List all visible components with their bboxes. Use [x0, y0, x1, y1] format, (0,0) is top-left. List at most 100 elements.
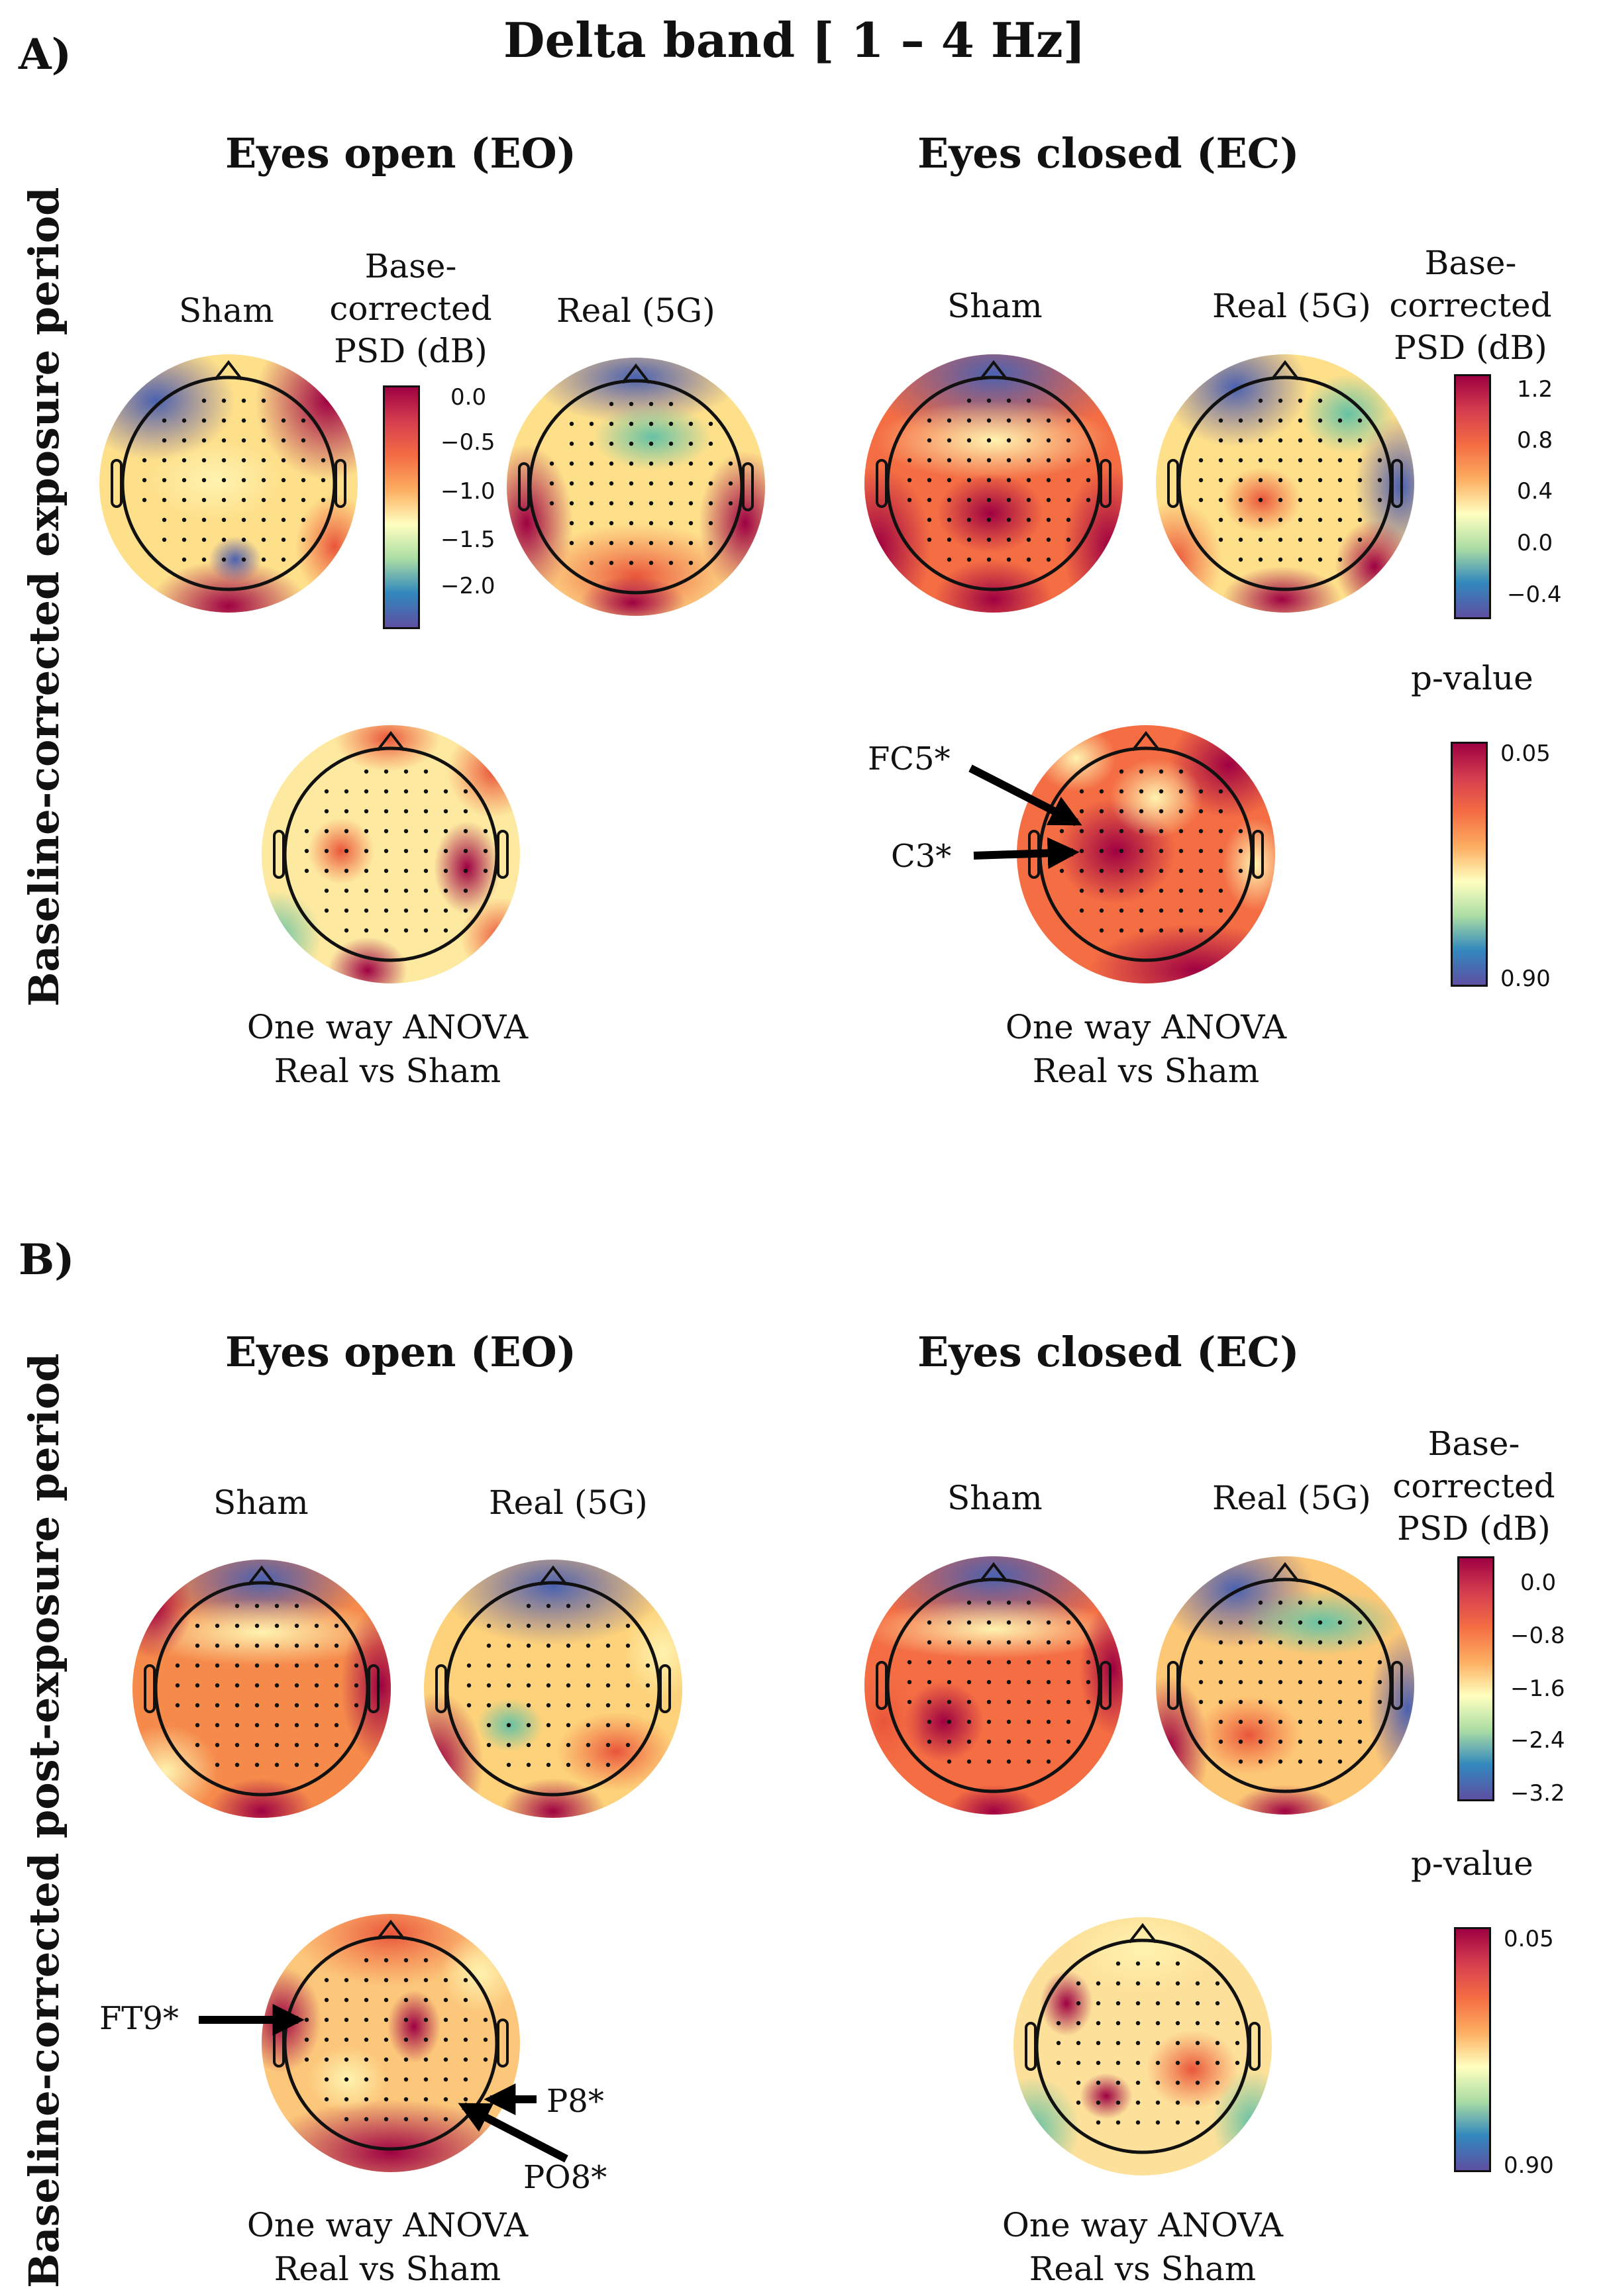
electrode-dot [384, 2117, 389, 2122]
electrode-dot [1195, 2021, 1200, 2026]
electrode-dot [1178, 848, 1184, 854]
electrode-dot [281, 557, 286, 562]
electrode-dot [423, 2097, 429, 2102]
electrode-dot [1278, 1759, 1283, 1764]
electrode-dot [364, 2017, 369, 2022]
electrode-dot [364, 1958, 369, 1963]
electrode-dot [1115, 2021, 1121, 2026]
electrode-dot [314, 1742, 319, 1748]
electrode-dot [403, 2017, 409, 2022]
electrode-dot [927, 477, 932, 483]
electrode-dot [1086, 458, 1091, 463]
electrode-dot [344, 2117, 349, 2122]
electrode-dot [609, 401, 614, 407]
electrode-dot [423, 848, 429, 854]
electrode-dot [1099, 868, 1104, 873]
electrode-dot [907, 1699, 912, 1705]
electrode-dot [1155, 1961, 1161, 1966]
electrode-dot [966, 1739, 972, 1744]
electrode-dot [294, 1663, 299, 1668]
electrode-dot [241, 557, 246, 562]
tick: 0.0 [1520, 1570, 1557, 1596]
electrode-dot [1318, 1600, 1323, 1605]
electrode-dot [364, 928, 369, 933]
electrode-dot [181, 438, 187, 443]
panel-b-eo-real-label: Real (5G) [489, 1483, 648, 1522]
electrode-dot [1198, 1660, 1204, 1665]
electrode-dot [403, 888, 409, 893]
electrode-dot [1337, 1759, 1343, 1764]
electrode-dot [483, 868, 488, 873]
electrode-dot [261, 497, 266, 503]
electrode-dot [1298, 1759, 1303, 1764]
electrode-dot [688, 540, 694, 546]
electrode-dot [1298, 1679, 1303, 1685]
electrode-dot [947, 1739, 952, 1744]
electrode-dot [274, 1603, 280, 1609]
electrode-dot [1238, 1759, 1243, 1764]
electrode-dot [1357, 477, 1363, 483]
electrode-dot [1258, 1620, 1263, 1625]
electrode-dot [526, 1683, 531, 1688]
topomap-b-eo-real [424, 1560, 682, 1818]
electrode-dot [423, 769, 429, 774]
electrode-dot [241, 458, 246, 463]
electrode-dot [403, 908, 409, 913]
electrode-dot [629, 540, 634, 546]
electrode-dot [483, 2017, 488, 2022]
electrode-dot [1159, 769, 1164, 774]
tick: −1.6 [1510, 1675, 1565, 1702]
electrode-dot [549, 461, 554, 466]
electrode-dot [274, 1623, 280, 1628]
electrode-dot [234, 1722, 240, 1728]
electrode-dot [221, 398, 227, 403]
electrode-dot [1046, 1620, 1051, 1625]
electrode-dot [1139, 848, 1144, 854]
caption-line-1: One way ANOVA [1005, 1008, 1287, 1046]
electrode-dot [546, 1663, 551, 1668]
electrode-dot [1115, 1981, 1121, 1986]
electrode-dot [466, 1703, 472, 1708]
electrode-dot [966, 1640, 972, 1645]
electrode-dot [403, 769, 409, 774]
electrode-dot [1115, 2060, 1121, 2066]
electrode-dot [1278, 398, 1283, 403]
electrode-dot [1026, 458, 1031, 463]
electrode-dot [443, 2117, 448, 2122]
electrode-dot [966, 418, 972, 423]
electrode-dot [1099, 888, 1104, 893]
electrode-dot [1076, 2100, 1081, 2105]
electrode-dot [546, 1683, 551, 1688]
electrode-dot [195, 1643, 200, 1648]
electrode-dot [486, 1623, 492, 1628]
electrode-dot [234, 1623, 240, 1628]
electrode-dot [301, 477, 306, 483]
electrode-dot [1357, 418, 1363, 423]
electrode-dot [1066, 497, 1071, 503]
electrode-dot [281, 497, 286, 503]
electrode-dot [344, 2057, 349, 2062]
electrode-dot [403, 848, 409, 854]
electrode-arrows-b [199, 2004, 568, 2163]
panel-a-ec-colorbar [1454, 374, 1491, 619]
electrode-dot [1278, 458, 1283, 463]
electrode-dot [201, 458, 207, 463]
electrode-dot [966, 398, 972, 403]
electrode-dot [1357, 1719, 1363, 1724]
electrode-dot [443, 928, 448, 933]
electrode-dot [648, 540, 654, 546]
electrode-dot [195, 1742, 200, 1748]
electrode-dot [483, 848, 488, 854]
electrode-dot [1135, 2080, 1141, 2085]
electrode-dot [966, 537, 972, 542]
tick: −3.2 [1510, 1780, 1565, 1807]
caption-line-1: One way ANOVA [246, 1008, 529, 1046]
electrode-dot [1139, 828, 1144, 834]
electrode-dot [1238, 868, 1243, 873]
electrode-dot [1218, 517, 1223, 523]
electrode-dot [234, 1643, 240, 1648]
electrode-dot [648, 461, 654, 466]
electrode-dot [1258, 438, 1263, 443]
electrode-dot [423, 828, 429, 834]
electrode-dot [605, 1742, 611, 1748]
